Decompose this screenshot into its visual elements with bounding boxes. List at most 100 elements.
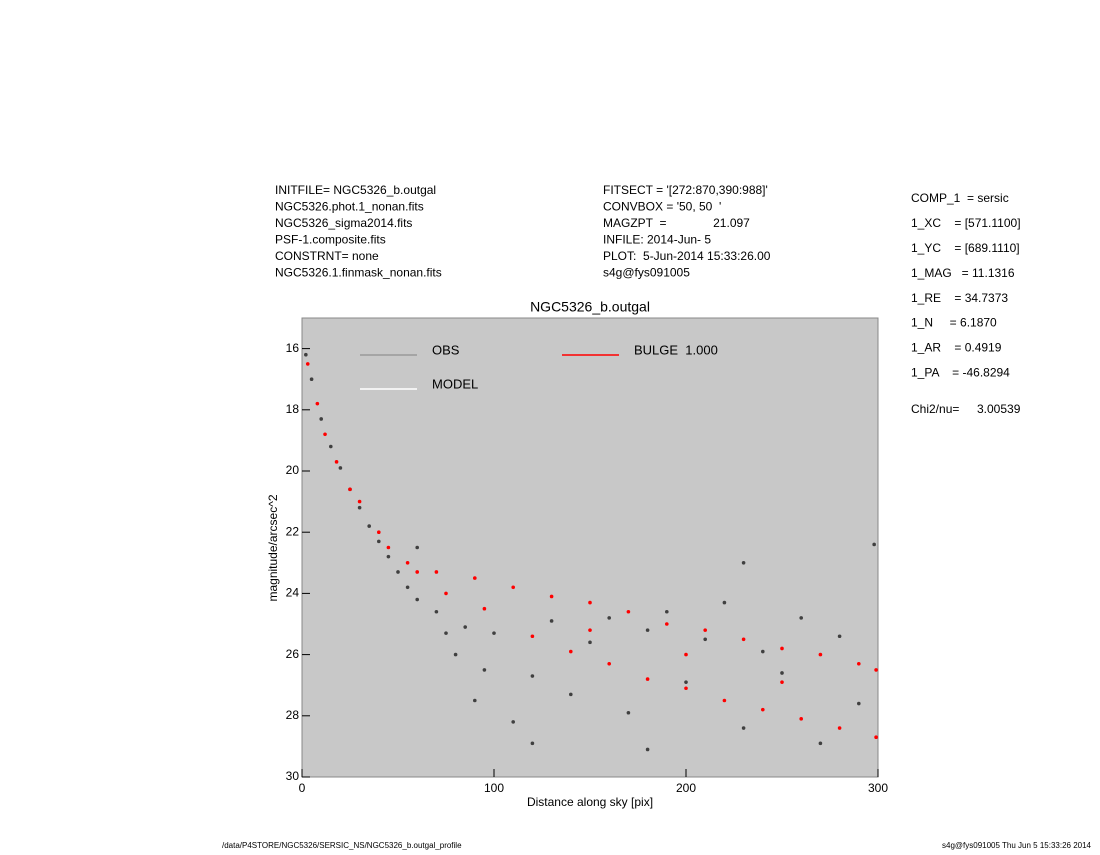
data-point <box>473 698 477 703</box>
fit-parameter: 1_XC = [571.1100] <box>911 216 1021 230</box>
data-point <box>761 649 765 654</box>
y-tick-label: 28 <box>286 708 300 722</box>
data-point <box>511 720 515 724</box>
legend-label: MODEL <box>432 376 478 391</box>
x-tick-label: 200 <box>676 781 696 795</box>
x-tick-label: 0 <box>299 781 306 795</box>
data-point <box>607 661 611 666</box>
data-point <box>444 631 448 635</box>
data-point <box>741 561 746 565</box>
data-point <box>626 710 631 715</box>
fit-parameter: 1_AR = 0.4919 <box>911 341 1002 355</box>
y-tick-label: 18 <box>286 402 300 416</box>
data-point <box>377 530 381 534</box>
data-point <box>530 634 535 639</box>
data-point <box>837 726 842 730</box>
data-point <box>323 432 327 437</box>
data-point <box>415 570 420 574</box>
data-point <box>645 628 650 632</box>
y-tick-label: 26 <box>286 647 300 661</box>
y-tick-label: 16 <box>286 341 300 355</box>
data-point <box>588 640 592 645</box>
data-point <box>396 570 400 574</box>
header-middle-line: FITSECT = '[272:870,390:988]' <box>603 183 768 197</box>
data-point <box>684 686 688 691</box>
data-point <box>482 668 487 672</box>
data-point <box>415 597 420 602</box>
data-point <box>626 609 631 614</box>
fit-parameter: 1_N = 6.1870 <box>911 316 997 330</box>
data-point <box>304 352 308 357</box>
data-point <box>761 707 765 712</box>
data-point <box>329 444 333 449</box>
data-point <box>530 674 535 678</box>
data-point <box>386 545 391 550</box>
data-point <box>305 362 310 366</box>
data-point <box>348 487 352 492</box>
data-point <box>703 637 707 642</box>
data-point <box>665 609 669 614</box>
data-point <box>780 646 784 651</box>
data-point <box>530 741 535 746</box>
data-point <box>818 741 823 746</box>
footer-path: /data/P4STORE/NGC5326/SERSIC_NS/NGC5326_… <box>222 841 462 850</box>
data-point <box>857 701 861 706</box>
data-point <box>665 622 669 626</box>
x-tick-label: 300 <box>868 781 888 795</box>
header-left-line: CONSTRNT= none <box>275 249 379 263</box>
data-point <box>588 628 592 632</box>
x-axis-label: Distance along sky [pix] <box>527 795 653 809</box>
data-point <box>315 401 320 406</box>
chart-title: NGC5326_b.outgal <box>530 299 650 315</box>
data-point <box>511 585 515 590</box>
y-tick-label: 24 <box>286 586 300 600</box>
x-tick-label: 100 <box>484 781 504 795</box>
data-point <box>405 585 410 590</box>
data-point <box>780 680 784 684</box>
header-left-line: NGC5326.phot.1_nonan.fits <box>275 200 424 214</box>
data-point <box>386 554 391 559</box>
data-point <box>482 606 487 611</box>
header-middle-line: INFILE: 2014-Jun- 5 <box>603 233 711 247</box>
data-point <box>799 717 803 721</box>
data-point <box>874 668 878 672</box>
data-point <box>684 680 688 684</box>
data-point <box>588 600 592 605</box>
fit-parameter: 1_RE = 34.7373 <box>911 291 1008 305</box>
header-left-line: NGC5326_sigma2014.fits <box>275 216 412 230</box>
header-left-line: PSF-1.composite.fits <box>275 233 386 247</box>
data-point <box>357 499 362 504</box>
data-point <box>741 637 746 642</box>
data-point <box>334 460 339 464</box>
data-point <box>645 747 650 752</box>
data-point <box>741 726 746 730</box>
data-point <box>367 524 372 528</box>
data-point <box>569 692 573 697</box>
data-point <box>818 652 823 657</box>
data-point <box>569 649 573 654</box>
data-point <box>549 594 554 599</box>
header-left-line: NGC5326.1.finmask_nonan.fits <box>275 266 442 280</box>
data-point <box>549 619 554 623</box>
y-axis-label: magnitude/arcsec^2 <box>266 494 280 601</box>
fit-parameter: COMP_1 = sersic <box>911 191 1009 205</box>
data-point <box>434 609 439 614</box>
fit-parameter: 1_PA = -46.8294 <box>911 365 1010 379</box>
data-point <box>857 661 861 666</box>
data-point <box>492 631 496 635</box>
data-point <box>684 652 688 657</box>
data-point <box>357 505 362 510</box>
y-tick-label: 22 <box>286 524 300 538</box>
header-middle-line: PLOT: 5-Jun-2014 15:33:26.00 <box>603 249 771 263</box>
header-middle-line: CONVBOX = '50, 50 ' <box>603 200 721 214</box>
data-point <box>309 377 314 382</box>
plot-area <box>301 317 879 778</box>
chi2-value: 3.00539 <box>977 402 1021 416</box>
data-point <box>799 616 803 620</box>
data-point <box>377 539 381 544</box>
data-point <box>837 634 842 639</box>
legend-label: OBS <box>432 342 460 357</box>
fit-parameter: 1_YC = [689.1110] <box>911 241 1020 255</box>
legend-label: BULGE 1.000 <box>634 342 718 357</box>
